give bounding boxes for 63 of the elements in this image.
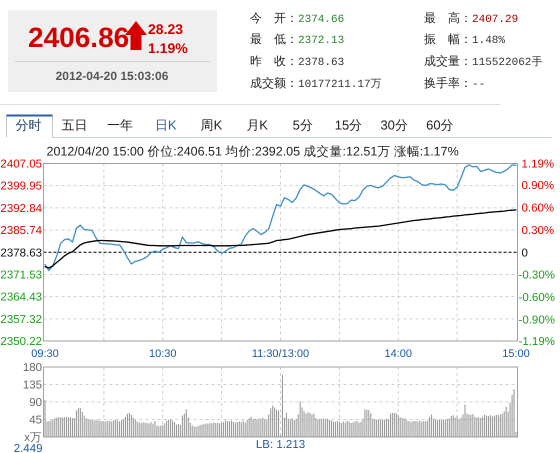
text: 今 开： [250,11,298,25]
text: 2372.13 [298,35,344,47]
text: 昨 收： [250,54,298,68]
text: 最 高： [424,11,472,25]
line-series [44,209,517,269]
text: -- [472,79,486,91]
text: 28.23 [148,21,184,37]
y-tick-label: 2350.22 [0,336,42,348]
y2-tick-label: -0.30% [518,270,555,282]
text: 60分 [426,118,454,132]
y-tick-label: 2371.53 [0,269,42,282]
text: 15分 [334,118,362,132]
text: 月K [246,118,268,132]
y-tick-label: 2357.32 [0,314,42,326]
y2-tick-label: 0 [522,247,528,260]
text: 2406.86 [28,22,130,53]
y2-tick-label: -0.90% [518,314,555,326]
x-tick-label: 14:00 [384,348,412,360]
text: 一年 [107,118,133,132]
text: 振 幅： [424,32,472,46]
y-tick-label: 90 [29,397,42,409]
text: 2407.29 [472,14,518,26]
text: 成交量： [424,54,472,68]
text: 1.48% [472,35,506,47]
y-tick-label: 2364.43 [0,292,42,304]
x-tick-label: 10:30 [148,348,177,360]
text: 2374.66 [298,14,344,26]
chart-title: 2012/04/20 15:00 价位:2406.51 均价:2392.05 成交量:12.51万 涨幅:1.17% [46,144,459,158]
text: 2012-04-20 15:03:06 [56,69,169,83]
x-tick-label: 11:30/13:00 [252,348,310,360]
text: 最 低： [250,32,298,46]
text: 1.19% [148,40,188,56]
text: 10177211.17万 [298,78,382,91]
y2-tick-label: 0.60% [522,202,554,214]
x-tick-label: 15:00 [502,348,530,360]
text: 日K [154,118,177,132]
x-tick-label: 09:30 [31,348,59,360]
text: 周K [200,118,223,132]
y-tick-label: 2385.74 [0,225,43,238]
y-tick-label: 2407.05 [0,158,42,170]
text: LB: 1.213 [256,439,306,451]
y-tick-label: 2399.95 [0,180,42,193]
text: 五日 [61,118,88,132]
y-tick-label: 2392.84 [0,202,43,215]
text: 115522062手 [472,55,542,69]
y-tick-label: 135 [22,380,42,392]
text: 2378.63 [298,57,344,69]
y-tick-label: 45 [29,414,42,426]
line-series [44,164,517,272]
y-tick-label: 180 [22,362,42,374]
y2-tick-label: -0.60% [518,292,555,304]
text: 分时 [16,118,42,132]
y-tick-label: 2378.63 [0,247,42,260]
text: 5分 [292,118,313,132]
text: 2.449 [14,443,42,453]
text: 换手率： [424,76,472,90]
y-tick-label: x万 [24,431,42,444]
text: 成交额： [250,76,298,90]
text: 30分 [380,118,408,132]
y2-tick-label: -1.19% [518,336,555,348]
y2-tick-label: 1.19% [522,158,554,170]
y2-tick-label: 0.90% [522,180,554,192]
y2-tick-label: 0.30% [522,224,554,237]
